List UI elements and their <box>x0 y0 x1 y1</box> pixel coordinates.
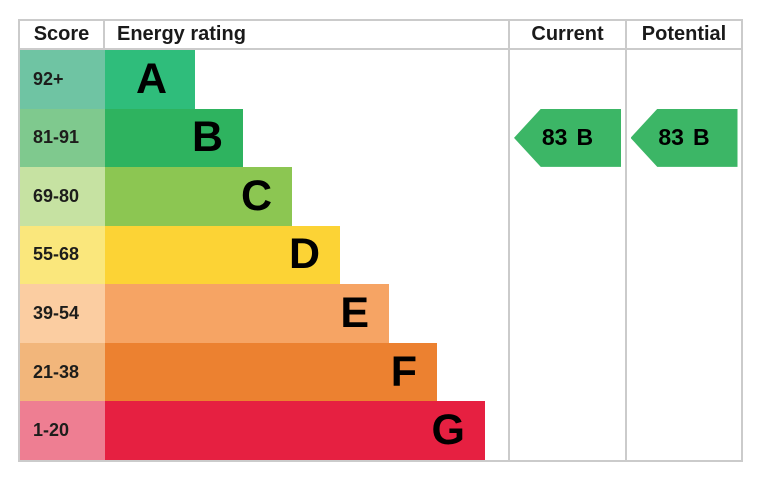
rating-bar-cell: B <box>105 108 508 168</box>
potential-column-cell: 83 B <box>625 108 741 168</box>
rating-bar-cell: G <box>105 401 508 460</box>
potential-column-cell <box>625 284 741 343</box>
rating-letter: D <box>288 230 320 279</box>
score-range-a: 92+ <box>20 50 105 109</box>
rating-bar-cell: E <box>105 284 508 343</box>
potential-rating-arrow: 83 B <box>630 108 738 167</box>
score-range-label: 69-80 <box>33 185 80 206</box>
epc-table: Score Energy rating Current Potential 92… <box>18 19 743 462</box>
potential-column-cell <box>625 167 741 226</box>
score-header: Score <box>20 21 105 50</box>
score-range-label: 92+ <box>33 68 64 89</box>
rating-bar-a: A <box>105 50 195 109</box>
rating-bar-f: F <box>105 342 437 402</box>
current-rating-arrow: 83 B <box>514 108 621 167</box>
rating-bar-cell: C <box>105 167 508 226</box>
potential-column-cell <box>625 342 741 402</box>
score-range-label: 1-20 <box>33 420 70 441</box>
score-range-b: 81-91 <box>20 108 105 168</box>
rating-bar-b: B <box>105 108 243 168</box>
potential-score-value: 83 <box>658 124 684 151</box>
rating-letter: E <box>340 289 369 338</box>
current-header: Current <box>508 21 625 50</box>
score-range-label: 21-38 <box>33 361 80 382</box>
rating-letter: A <box>135 54 167 103</box>
rating-letter: F <box>390 347 417 396</box>
rating-letter: C <box>240 171 272 220</box>
rating-bar-cell: D <box>105 225 508 285</box>
rating-bar-cell: F <box>105 342 508 402</box>
current-column-cell <box>508 225 625 285</box>
current-column-cell <box>508 167 625 226</box>
current-rating-letter: B <box>576 124 594 151</box>
score-range-f: 21-38 <box>20 342 105 402</box>
potential-header: Potential <box>625 21 741 50</box>
rating-bar-d: D <box>105 225 340 285</box>
rating-bar-cell: A <box>105 50 508 109</box>
potential-column-cell <box>625 225 741 285</box>
current-score-value: 83 <box>541 124 568 151</box>
score-range-c: 69-80 <box>20 167 105 226</box>
potential-column-cell <box>625 50 741 109</box>
current-column-cell <box>508 50 625 109</box>
rating-bar-e: E <box>105 284 389 343</box>
score-range-g: 1-20 <box>20 401 105 460</box>
rating-letter: G <box>431 406 465 455</box>
potential-rating-letter: B <box>692 124 710 151</box>
score-range-d: 55-68 <box>20 225 105 285</box>
current-column-cell <box>508 401 625 460</box>
potential-column-cell <box>625 401 741 460</box>
score-range-label: 81-91 <box>33 127 80 148</box>
rating-letter: B <box>191 113 223 162</box>
score-range-label: 39-54 <box>33 303 80 324</box>
current-column-cell <box>508 284 625 343</box>
current-column-cell <box>508 342 625 402</box>
score-range-label: 55-68 <box>33 244 80 265</box>
rating-bar-c: C <box>105 167 292 226</box>
current-column-cell: 83 B <box>508 108 625 168</box>
score-range-e: 39-54 <box>20 284 105 343</box>
energy-rating-header: Energy rating <box>105 21 508 50</box>
rating-bar-g: G <box>105 401 485 460</box>
